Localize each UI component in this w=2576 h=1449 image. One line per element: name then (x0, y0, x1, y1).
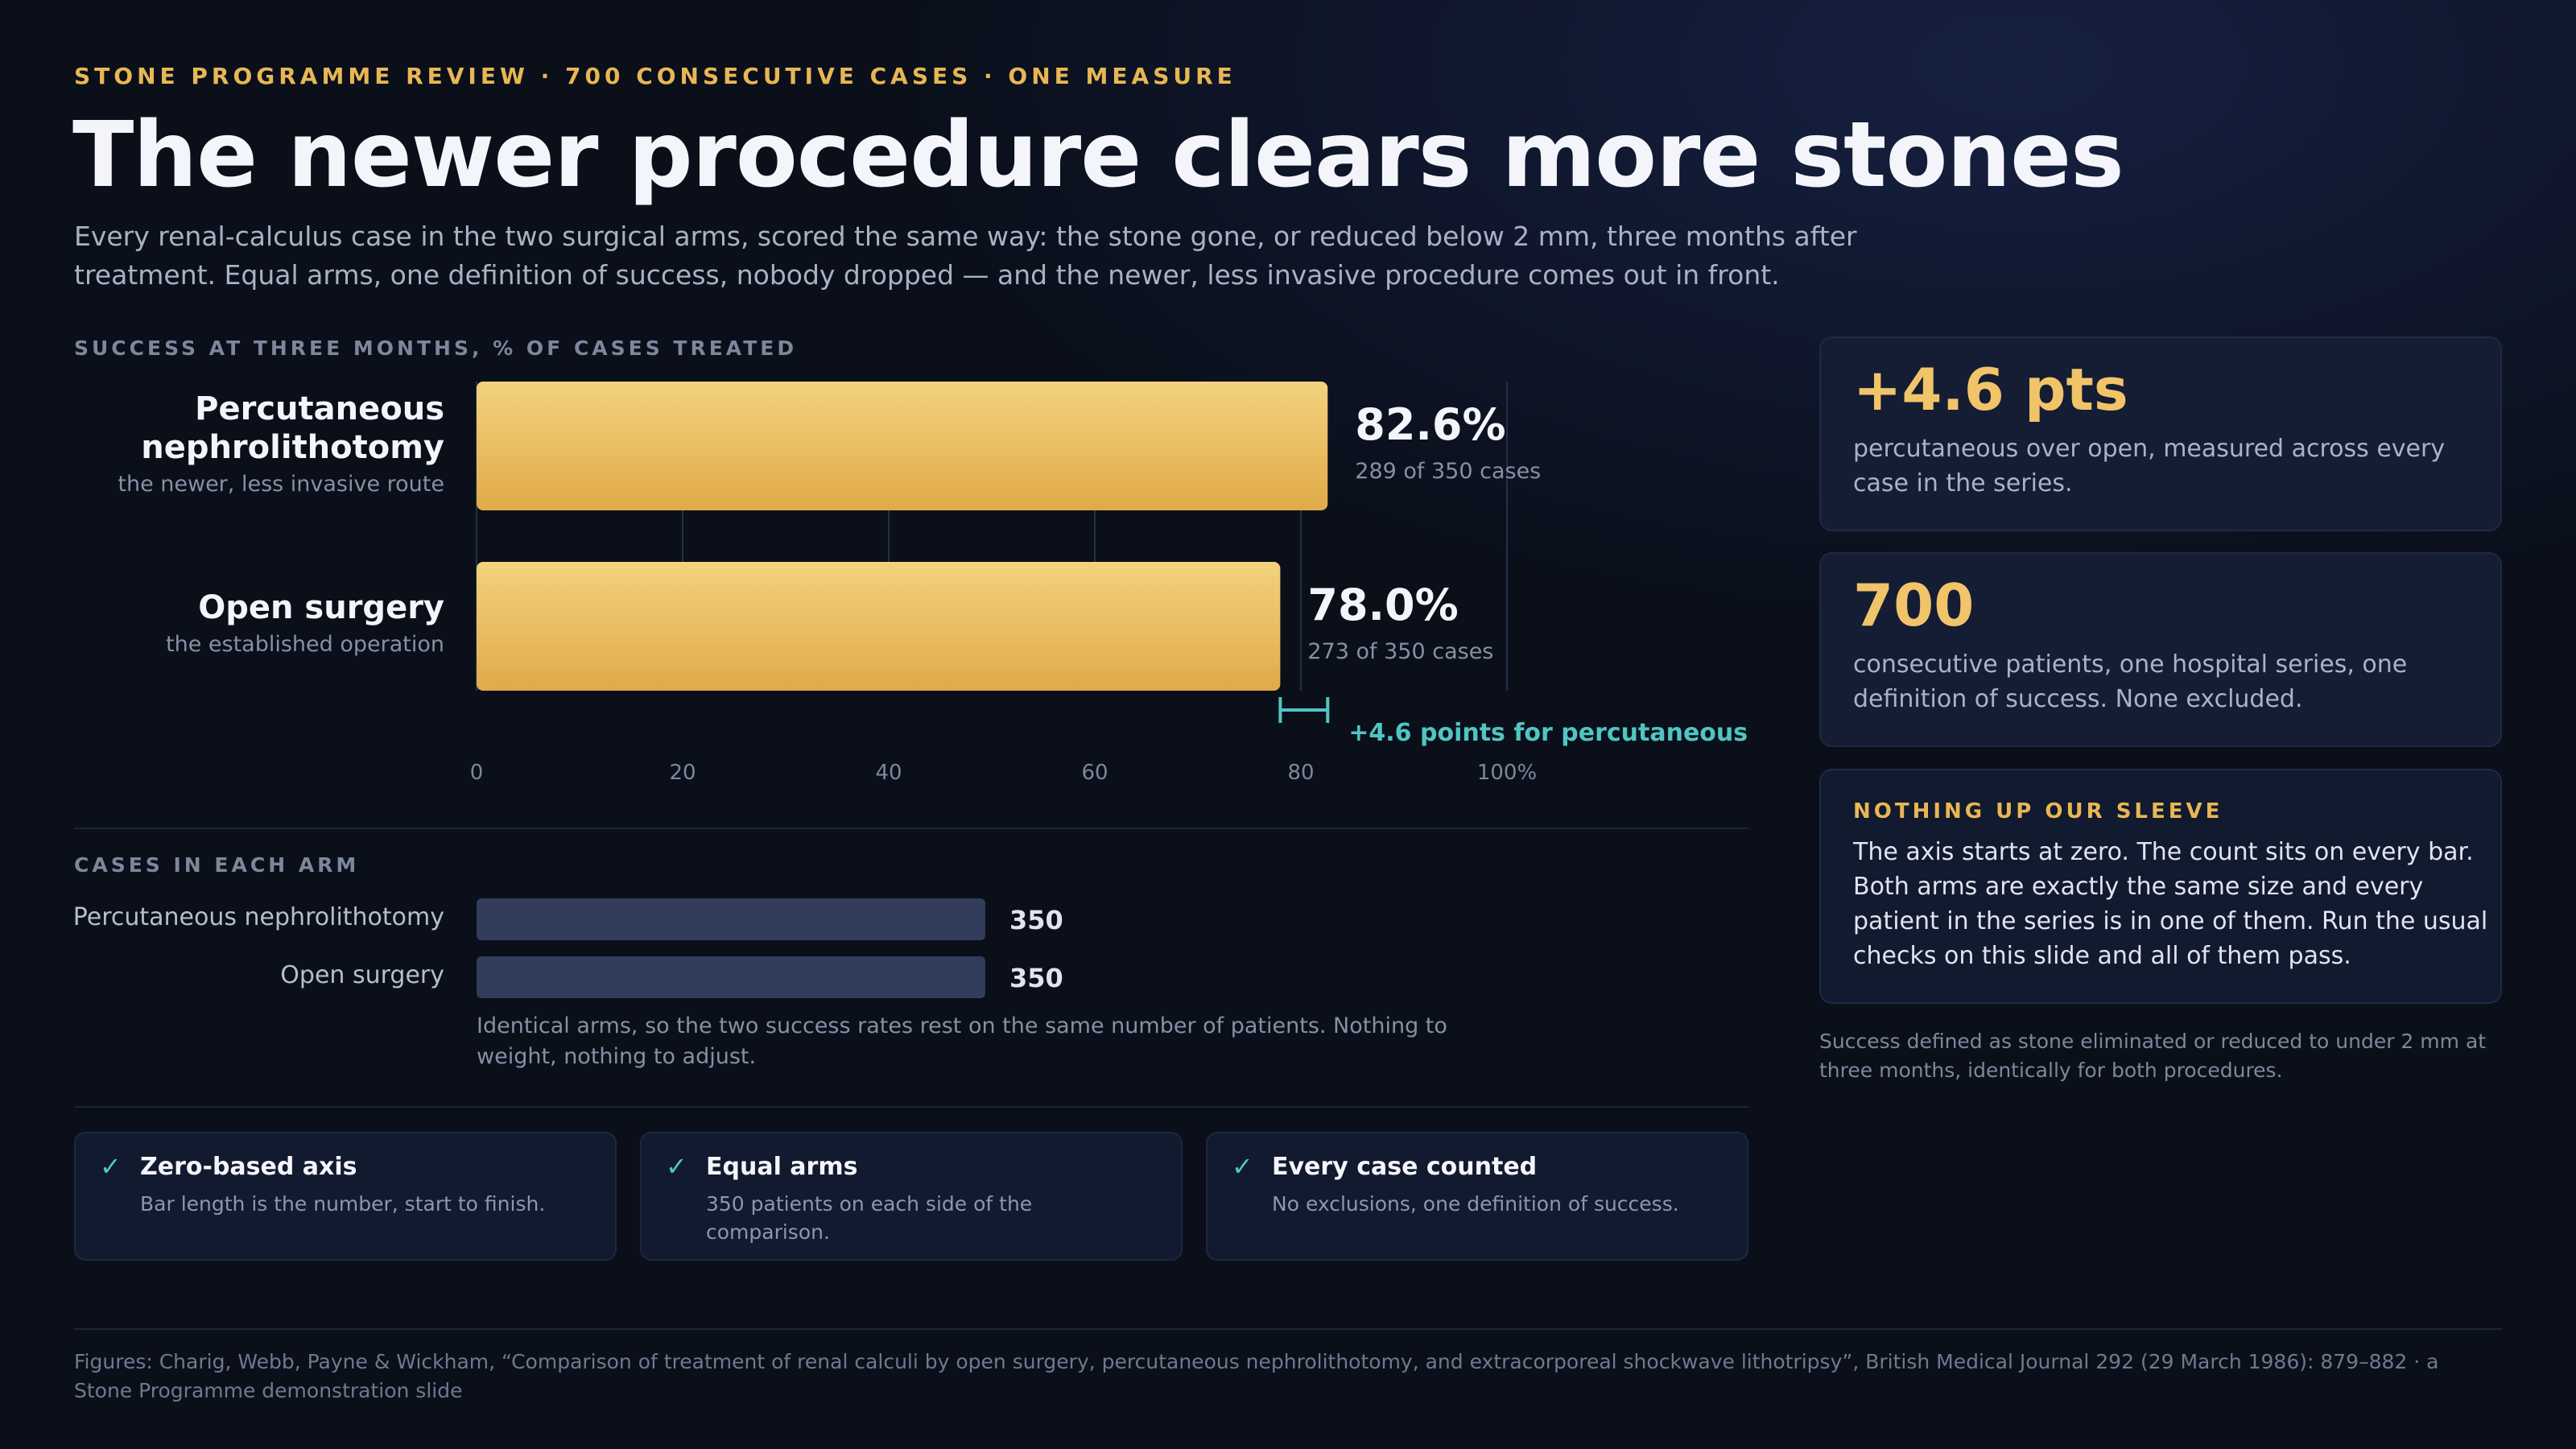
page-title: The newer procedure clears more stones (72, 103, 2124, 208)
divider (74, 1106, 1748, 1108)
check-icon: ✓ (666, 1151, 687, 1182)
page-subtitle: Every renal-calculus case in the two sur… (74, 221, 1857, 291)
check-title: Equal arms (706, 1153, 858, 1181)
chart-labels: 82.6% 289 of 350 cases 78.0% 273 of 350 cas… (1307, 399, 1541, 664)
x-tick-label: 20 (669, 761, 696, 785)
check-title: Every case counted (1272, 1153, 1538, 1181)
bar-value-label: 82.6% (1355, 399, 1505, 450)
bar-open (477, 562, 1281, 691)
check-title: Zero-based axis (140, 1153, 357, 1181)
footer-divider (74, 1328, 2502, 1330)
chart-title: SUCCESS AT THREE MONTHS, % OF CASES TREA… (74, 336, 798, 360)
success-chart: 82.6% 289 of 350 cases 78.0% 273 of 350 cas… (470, 382, 1748, 785)
eyebrow: STONE PROGRAMME REVIEW · 700 CONSECUTIVE… (74, 63, 1236, 89)
count-value-label: 350 (1009, 963, 1063, 993)
row-name: Open surgery (198, 589, 444, 626)
stat-card-patients: 700 consecutive patients, one hospital s… (1819, 552, 2502, 747)
check-card-every-case: ✓ Every case counted No exclusions, one … (1206, 1132, 1748, 1261)
bar-count-label: 289 of 350 cases (1355, 459, 1541, 484)
counts-chart: 350 350 (477, 898, 1063, 998)
count-bar (477, 956, 985, 998)
stat-value: 700 (1853, 572, 1975, 639)
x-tick-label: 80 (1287, 761, 1314, 785)
definition-note: Success defined as stone eliminated or r… (1819, 1030, 2487, 1082)
difference-annotation: +4.6 points for percutaneous (1278, 697, 1748, 747)
row-note: the newer, less invasive route (118, 472, 444, 497)
check-icon: ✓ (100, 1151, 122, 1182)
counts-note: Identical arms, so the two success rates… (477, 1013, 1447, 1069)
difference-annotation-label: +4.6 points for percutaneous (1348, 719, 1748, 747)
stat-value: +4.6 pts (1853, 356, 2128, 423)
check-icon: ✓ (1232, 1151, 1253, 1182)
bar-value-label: 78.0% (1307, 580, 1458, 630)
counts-title: CASES IN EACH ARM (74, 853, 360, 877)
x-tick-label: 60 (1081, 761, 1108, 785)
row-label-open: Open surgery the established operation (42, 588, 444, 657)
row-label-percutaneous: Percutaneous nephrolithotomy the newer, … (42, 390, 444, 497)
x-tick-label: 40 (875, 761, 902, 785)
count-label-percutaneous: Percutaneous nephrolithotomy (72, 903, 444, 931)
check-desc: 350 patients on each side of the compari… (706, 1192, 1033, 1244)
count-value-label: 350 (1009, 905, 1063, 935)
stat-desc: percutaneous over open, measured across … (1853, 435, 2446, 497)
check-card-zero-axis: ✓ Zero-based axis Bar length is the numb… (74, 1132, 617, 1261)
source-footer: Figures: Charig, Webb, Payne & Wickham, … (74, 1350, 2439, 1402)
count-label-open: Open surgery (280, 961, 444, 989)
stat-desc: consecutive patients, one hospital serie… (1853, 650, 2408, 713)
x-tick-label: 0 (470, 761, 484, 785)
count-bars: 350 350 (477, 898, 1063, 998)
x-tick-label: 100% (1477, 761, 1537, 785)
x-axis-ticks: 0 20 40 60 80 100% (470, 761, 1537, 785)
divider (74, 828, 1748, 829)
stat-card-difference: +4.6 pts percutaneous over open, measure… (1819, 336, 2502, 531)
check-card-equal-arms: ✓ Equal arms 350 patients on each side o… (640, 1132, 1183, 1261)
bar-count-label: 273 of 350 cases (1307, 639, 1493, 664)
check-desc: No exclusions, one definition of success… (1272, 1192, 1679, 1216)
sleeve-heading: NOTHING UP OUR SLEEVE (1853, 799, 2223, 824)
sleeve-body: The axis starts at zero. The count sits … (1853, 838, 2488, 970)
bar-percutaneous (477, 382, 1328, 510)
chart-bars (477, 382, 1328, 691)
count-bar (477, 898, 985, 940)
sleeve-card: NOTHING UP OUR SLEEVE The axis starts at… (1819, 769, 2502, 1004)
row-name: Percutaneous nephrolithotomy (141, 390, 444, 466)
row-note: the established operation (166, 632, 444, 657)
check-desc: Bar length is the number, start to finis… (140, 1192, 546, 1216)
